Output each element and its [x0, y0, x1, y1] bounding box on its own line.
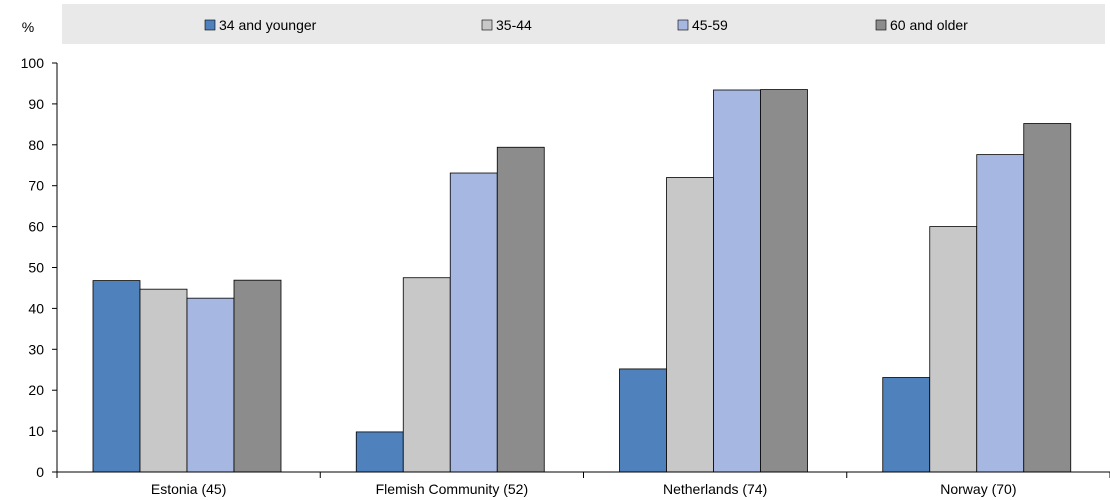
bar-34-and-younger-norway-70 [882, 377, 931, 473]
legend-item-60-and-older: 60 and older [875, 17, 968, 33]
y-axis-label: % [22, 19, 34, 35]
legend-label-34-and-younger: 34 and younger [219, 17, 317, 33]
y-tick-label: 100 [21, 55, 45, 71]
bar-34-and-younger-netherlands-74 [619, 368, 667, 473]
x-tick-label-estonia-45: Estonia (45) [151, 481, 226, 497]
bar-45-59-norway-70 [976, 154, 1025, 473]
plot-area: 0 10 20 30 40 50 60 70 80 90 100 Estonia (45) Flemi… [21, 55, 1110, 497]
bar-35-44-estonia-45 [139, 288, 188, 473]
legend-label-35-44: 35-44 [496, 17, 532, 33]
bar-45-59-estonia-45 [186, 297, 235, 473]
legend-item-34-and-younger: 34 and younger [204, 17, 317, 33]
legend-label-60-and-older: 60 and older [890, 17, 968, 33]
y-tick-label: 30 [28, 341, 44, 357]
y-tick-label: 50 [28, 260, 44, 276]
x-axis: Estonia (45) Flemish Community (52) Nether… [56, 471, 1110, 497]
bars-layer [92, 89, 1072, 473]
bar-60-and-older-flemish-community-52 [496, 146, 545, 473]
bar-45-59-netherlands-74 [713, 89, 761, 473]
y-tick-label: 60 [28, 219, 44, 235]
bar-35-44-flemish-community-52 [402, 277, 451, 473]
bar-34-and-younger-estonia-45 [92, 280, 141, 473]
x-tick-label-flemish-community-52: Flemish Community (52) [376, 481, 528, 497]
legend-swatch-45-59 [677, 19, 689, 31]
legend-item-45-59: 45-59 [677, 17, 728, 33]
bar-35-44-netherlands-74 [666, 177, 714, 473]
legend-background [62, 4, 1105, 44]
y-tick-label: 80 [28, 137, 44, 153]
legend-item-35-44: 35-44 [481, 17, 532, 33]
bar-60-and-older-estonia-45 [233, 279, 282, 473]
x-tick-label-netherlands-74: Netherlands (74) [663, 481, 767, 497]
y-axis: 0 10 20 30 40 50 60 70 80 90 100 [21, 55, 58, 480]
bar-35-44-norway-70 [929, 226, 978, 473]
y-tick-label: 20 [28, 382, 44, 398]
bar-45-59-flemish-community-52 [449, 172, 498, 473]
legend-label-45-59: 45-59 [692, 17, 728, 33]
y-tick-label: 40 [28, 300, 44, 316]
legend-swatch-35-44 [481, 19, 493, 31]
y-tick-label: 70 [28, 178, 44, 194]
legend-swatch-60-and-older [875, 19, 887, 31]
legend: 34 and younger 35-44 45-59 60 and older [204, 17, 968, 33]
bar-34-and-younger-flemish-community-52 [355, 431, 404, 473]
y-tick-label: 10 [28, 423, 44, 439]
x-tick-label-norway-70: Norway (70) [940, 481, 1016, 497]
bar-60-and-older-norway-70 [1023, 123, 1072, 473]
y-tick-label: 0 [36, 464, 44, 480]
y-tick-label: 90 [28, 96, 44, 112]
bar-60-and-older-netherlands-74 [760, 89, 808, 473]
legend-swatch-34-and-younger [204, 19, 216, 31]
